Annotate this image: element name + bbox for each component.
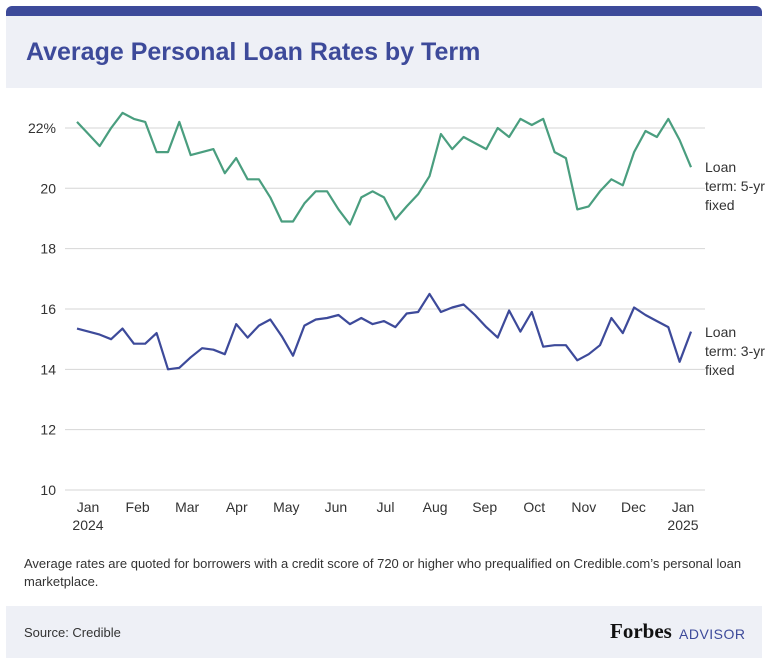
- card: Average Personal Loan Rates by Term: [6, 6, 762, 658]
- y-tick-label: 18: [40, 241, 56, 257]
- x-tick-label: Dec: [621, 499, 646, 515]
- data-line: [76, 292, 693, 371]
- x-tick-label: May: [273, 499, 299, 515]
- series-label: Loan term: 5-yr fixed: [705, 159, 765, 213]
- y-tick-label: 10: [40, 482, 56, 498]
- x-tick-label: Oct: [523, 499, 545, 515]
- data-line: [76, 111, 693, 226]
- x-tick-label: Aug: [423, 499, 448, 515]
- footer: Source: Credible Forbes ADVISOR: [6, 606, 762, 658]
- x-tick-label: Jul: [377, 499, 395, 515]
- x-tick-label: Jun: [325, 499, 348, 515]
- header: Average Personal Loan Rates by Term: [6, 16, 762, 88]
- y-tick-label: 12: [40, 422, 56, 438]
- x-tick-label: Mar: [175, 499, 199, 515]
- brand-sub: ADVISOR: [679, 626, 746, 642]
- y-tick-label: 20: [40, 180, 56, 196]
- y-tick-label: 16: [40, 301, 56, 317]
- x-tick-label: Jan: [672, 499, 695, 515]
- series-label: Loan term: 3-yr fixed: [705, 324, 765, 378]
- x-tick-label: Feb: [126, 499, 150, 515]
- source: Source: Credible: [24, 625, 121, 640]
- x-tick-label: 2024: [72, 517, 103, 533]
- chart-title: Average Personal Loan Rates by Term: [26, 38, 481, 66]
- x-tick-label: Apr: [226, 499, 248, 515]
- x-tick-label: Sep: [472, 499, 497, 515]
- x-tick-label: Jan: [77, 499, 100, 515]
- x-tick-label: 2025: [667, 517, 698, 533]
- brand-logo: Forbes: [610, 619, 672, 643]
- x-tick-label: Nov: [571, 499, 596, 515]
- y-tick-label: 22%: [28, 120, 56, 136]
- y-tick-label: 14: [40, 361, 56, 377]
- top-bar: [6, 6, 762, 16]
- footnote: Average rates are quoted for borrowers w…: [24, 556, 742, 589]
- chart: 10 12 14 16 18 20 22% Jan 2024 Feb Mar Apr May Jun Jul…: [28, 111, 705, 533]
